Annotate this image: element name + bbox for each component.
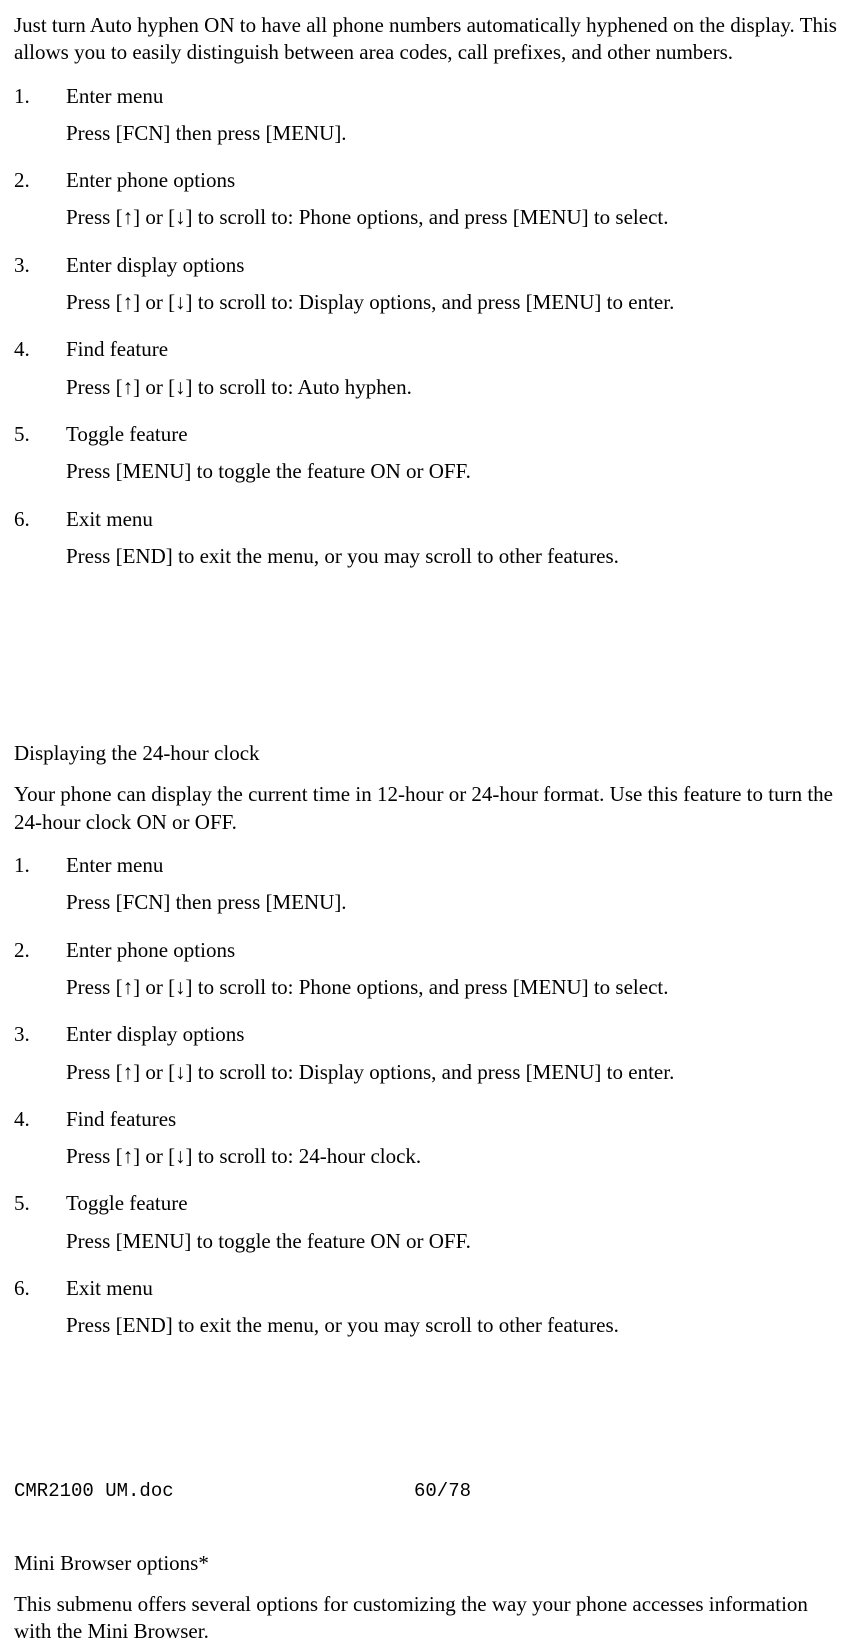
- clock-steps: 1. Enter menu Press [FCN] then press [ME…: [14, 852, 850, 1350]
- step-title: Enter display options: [66, 252, 850, 279]
- doc-filename: CMR2100 UM.doc: [14, 1479, 414, 1504]
- page-number: 60/78: [414, 1479, 471, 1504]
- clock-heading: Displaying the 24-hour clock: [14, 740, 850, 767]
- step: 3. Enter display options Press [↑] or [↓…: [14, 1021, 850, 1096]
- clock-intro: Your phone can display the current time …: [14, 781, 850, 836]
- step-title: Enter display options: [66, 1021, 850, 1048]
- step-number: 3.: [14, 252, 66, 327]
- step-number: 4.: [14, 336, 66, 411]
- step-action: Press [↑] or [↓] to scroll to: Display o…: [66, 289, 850, 316]
- step-title: Find features: [66, 1106, 850, 1133]
- auto-hyphen-intro: Just turn Auto hyphen ON to have all pho…: [14, 12, 850, 67]
- step-action: Press [END] to exit the menu, or you may…: [66, 543, 850, 570]
- step-title: Exit menu: [66, 506, 850, 533]
- step-action: Press [↑] or [↓] to scroll to: Phone opt…: [66, 974, 850, 1001]
- step: 4. Find features Press [↑] or [↓] to scr…: [14, 1106, 850, 1181]
- step-action: Press [FCN] then press [MENU].: [66, 889, 850, 916]
- mini-browser-intro: This submenu offers several options for …: [14, 1591, 850, 1646]
- page-footer: CMR2100 UM.doc 60/78: [14, 1479, 850, 1504]
- step-number: 2.: [14, 937, 66, 1012]
- step-number: 2.: [14, 167, 66, 242]
- step-number: 5.: [14, 421, 66, 496]
- step-title: Enter phone options: [66, 167, 850, 194]
- step: 2. Enter phone options Press [↑] or [↓] …: [14, 937, 850, 1012]
- step-action: Press [MENU] to toggle the feature ON or…: [66, 458, 850, 485]
- step-title: Enter menu: [66, 852, 850, 879]
- step-number: 3.: [14, 1021, 66, 1096]
- mini-browser-heading: Mini Browser options*: [14, 1550, 850, 1577]
- step-action: Press [↑] or [↓] to scroll to: Auto hyph…: [66, 374, 850, 401]
- step-action: Press [↑] or [↓] to scroll to: Display o…: [66, 1059, 850, 1086]
- step-action: Press [FCN] then press [MENU].: [66, 120, 850, 147]
- step: 1. Enter menu Press [FCN] then press [ME…: [14, 852, 850, 927]
- step-number: 4.: [14, 1106, 66, 1181]
- step-number: 6.: [14, 506, 66, 581]
- step: 6. Exit menu Press [END] to exit the men…: [14, 506, 850, 581]
- step: 5. Toggle feature Press [MENU] to toggle…: [14, 1190, 850, 1265]
- step-title: Toggle feature: [66, 1190, 850, 1217]
- step-action: Press [↑] or [↓] to scroll to: Phone opt…: [66, 204, 850, 231]
- step-title: Enter menu: [66, 83, 850, 110]
- step-action: Press [MENU] to toggle the feature ON or…: [66, 1228, 850, 1255]
- step-number: 1.: [14, 83, 66, 158]
- step-title: Find feature: [66, 336, 850, 363]
- step-action: Press [END] to exit the menu, or you may…: [66, 1312, 850, 1339]
- step-action: Press [↑] or [↓] to scroll to: 24-hour c…: [66, 1143, 850, 1170]
- step: 6. Exit menu Press [END] to exit the men…: [14, 1275, 850, 1350]
- auto-hyphen-steps: 1. Enter menu Press [FCN] then press [ME…: [14, 83, 850, 581]
- step-number: 1.: [14, 852, 66, 927]
- step-number: 5.: [14, 1190, 66, 1265]
- step-title: Toggle feature: [66, 421, 850, 448]
- step: 2. Enter phone options Press [↑] or [↓] …: [14, 167, 850, 242]
- step-title: Enter phone options: [66, 937, 850, 964]
- step: 1. Enter menu Press [FCN] then press [ME…: [14, 83, 850, 158]
- step: 5. Toggle feature Press [MENU] to toggle…: [14, 421, 850, 496]
- step-title: Exit menu: [66, 1275, 850, 1302]
- step: 4. Find feature Press [↑] or [↓] to scro…: [14, 336, 850, 411]
- step: 3. Enter display options Press [↑] or [↓…: [14, 252, 850, 327]
- step-number: 6.: [14, 1275, 66, 1350]
